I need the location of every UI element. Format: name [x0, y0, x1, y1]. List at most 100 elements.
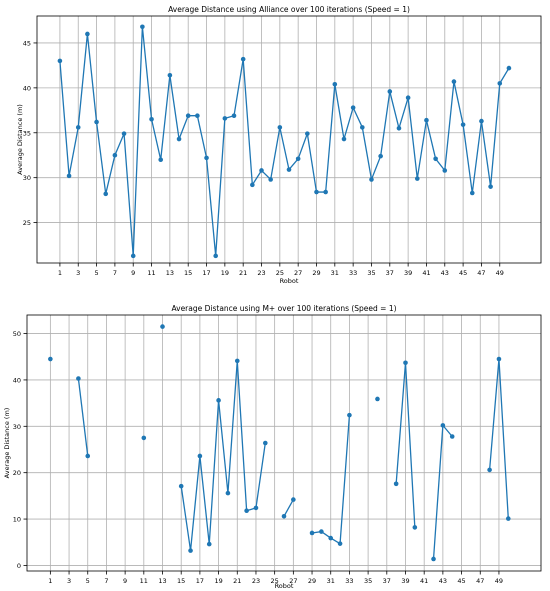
data-point [442, 168, 448, 173]
data-point [424, 117, 429, 123]
data-point [130, 253, 136, 259]
data-point [277, 125, 283, 130]
x-tick-label: 27 [289, 577, 297, 585]
x-tick-label: 5 [94, 269, 98, 277]
y-tick-label: 45 [23, 39, 31, 47]
data-point [506, 65, 512, 71]
y-tick-label: 30 [23, 174, 31, 182]
x-tick-label: 35 [367, 269, 375, 277]
data-point [76, 376, 81, 381]
data-point [75, 125, 81, 130]
x-tick-label: 47 [476, 577, 484, 585]
x-tick-label: 41 [420, 577, 428, 585]
x-tick-label: 47 [477, 269, 485, 277]
x-tick-label: 1 [48, 577, 52, 585]
x-tick-label: 23 [252, 577, 260, 585]
data-point [48, 356, 53, 362]
y-tick-label: 35 [23, 129, 31, 137]
y-tick-label: 50 [13, 330, 21, 338]
data-point [281, 513, 287, 519]
data-point [188, 548, 193, 553]
x-tick-label: 27 [294, 269, 302, 277]
data-point [222, 116, 228, 121]
data-point [440, 423, 446, 428]
data-point [295, 156, 301, 162]
data-point [387, 89, 393, 94]
data-point [216, 398, 221, 403]
data-point [57, 58, 63, 64]
data-point [305, 131, 310, 136]
data-point [94, 119, 99, 125]
data-point [213, 253, 218, 259]
data-point [225, 490, 231, 496]
x-tick-label: 3 [67, 577, 71, 585]
data-point [158, 157, 164, 163]
x-tick-label: 17 [196, 577, 204, 585]
data-point [195, 113, 200, 118]
data-point [244, 508, 249, 514]
data-point [140, 24, 145, 30]
x-tick-label: 43 [441, 269, 449, 277]
data-point [347, 412, 352, 418]
x-tick-label: 29 [308, 577, 316, 585]
data-point [360, 125, 365, 130]
data-point [487, 467, 492, 473]
data-point [253, 505, 259, 511]
x-tick-label: 23 [257, 269, 265, 277]
data-point [176, 136, 182, 142]
data-point [497, 81, 503, 86]
x-tick-label: 15 [184, 269, 192, 277]
data-point [185, 113, 191, 118]
data-point [414, 176, 420, 181]
x-tick-label: 31 [331, 269, 339, 277]
x-tick-label: 33 [345, 577, 353, 585]
data-point [451, 79, 457, 84]
plot-frame [26, 314, 542, 572]
data-point [291, 497, 296, 502]
x-tick-label: 25 [271, 577, 279, 585]
y-tick-label: 0 [17, 562, 21, 570]
data-point [323, 189, 328, 195]
data-point [286, 167, 292, 172]
data-point [405, 95, 411, 101]
data-point [449, 434, 455, 439]
x-tick-label: 29 [312, 269, 320, 277]
data-point [337, 541, 343, 546]
x-tick-label: 13 [158, 577, 166, 585]
plot-frame [36, 15, 542, 264]
data-point [341, 136, 347, 142]
data-point [378, 153, 383, 159]
y-axis-label: Average Distance (m) [3, 408, 11, 479]
data-point [431, 556, 436, 562]
data-point [309, 530, 315, 536]
data-point [350, 105, 356, 110]
data-point [178, 483, 184, 489]
data-point [319, 529, 324, 534]
data-point [369, 177, 374, 182]
data-point [112, 152, 118, 158]
data-point [460, 122, 466, 127]
data-point [332, 81, 338, 87]
data-point [479, 118, 484, 124]
series-line [283, 499, 294, 517]
x-tick-label: 49 [496, 269, 504, 277]
x-tick-label: 31 [327, 577, 335, 585]
x-tick-label: 1 [58, 269, 62, 277]
x-tick-label: 35 [364, 577, 372, 585]
data-point [204, 155, 209, 161]
data-point [393, 481, 399, 487]
x-tick-label: 41 [422, 269, 430, 277]
data-point [240, 56, 246, 62]
data-point [268, 177, 273, 182]
x-tick-label: 7 [113, 269, 117, 277]
data-point [206, 541, 212, 547]
x-tick-label: 49 [495, 577, 503, 585]
y-tick-label: 30 [13, 423, 21, 431]
data-point [375, 396, 380, 402]
data-point [488, 184, 493, 189]
x-tick-label: 39 [404, 269, 412, 277]
x-tick-label: 45 [457, 577, 465, 585]
data-point [234, 358, 240, 364]
x-axis-label: Robot [280, 277, 299, 285]
x-tick-label: 25 [276, 269, 284, 277]
